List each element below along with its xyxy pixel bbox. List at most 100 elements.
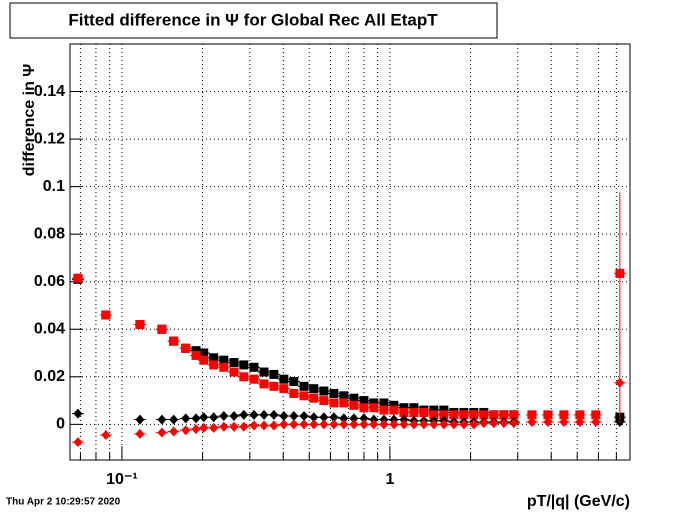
diamond-marker (509, 418, 519, 429)
diamond-marker (169, 426, 179, 437)
diamond-marker (449, 419, 459, 430)
square-marker (575, 410, 585, 420)
square-marker (191, 346, 201, 356)
diamond-marker (199, 412, 209, 423)
square-marker (329, 398, 339, 408)
square-marker (101, 310, 111, 320)
diamond-marker (229, 421, 239, 432)
diamond-marker (135, 414, 145, 425)
square-marker (349, 393, 359, 403)
square-marker (199, 355, 209, 365)
diamond-marker (409, 419, 419, 430)
diamond-marker (135, 428, 145, 439)
square-marker (559, 410, 569, 420)
diamond-marker (191, 413, 201, 424)
diamond-marker (169, 414, 179, 425)
timestamp: Thu Apr 2 10:29:57 2020 (6, 497, 121, 508)
square-marker (399, 403, 409, 413)
diamond-marker (259, 409, 269, 420)
x-tick-label: 1 (385, 471, 394, 488)
diamond-marker (157, 414, 167, 425)
y-tick-label: 0.02 (34, 368, 65, 385)
y-tick-label: 0.04 (34, 320, 65, 337)
square-marker (229, 367, 239, 377)
diamond-marker (181, 413, 191, 424)
diamond-marker (399, 419, 409, 430)
diamond-marker (329, 412, 339, 423)
square-marker (299, 381, 309, 391)
diamond-marker (527, 416, 537, 427)
y-tick-label: 0.06 (34, 273, 65, 290)
diamond-marker (249, 420, 259, 431)
diamond-marker (359, 419, 369, 430)
diamond-marker (299, 411, 309, 422)
diamond-marker (269, 409, 279, 420)
diamond-marker (329, 419, 339, 430)
plot-frame (69, 43, 631, 461)
square-marker (479, 410, 489, 420)
diamond-marker (429, 419, 439, 430)
square-marker (499, 410, 509, 420)
diamond-marker (199, 422, 209, 433)
diamond-marker (309, 412, 319, 423)
square-marker (279, 374, 289, 384)
diamond-marker (157, 427, 167, 438)
diamond-marker (389, 419, 399, 430)
diamond-marker (269, 420, 279, 431)
diamond-marker (219, 411, 229, 422)
diamond-marker (239, 421, 249, 432)
square-marker (169, 336, 179, 346)
square-marker (199, 348, 209, 358)
diamond-marker (279, 419, 289, 430)
diamond-marker (459, 419, 469, 430)
square-marker (509, 410, 519, 420)
square-marker (309, 384, 319, 394)
square-marker (429, 410, 439, 420)
chart-title: Fitted difference in Ψ for Global Rec Al… (68, 10, 438, 29)
diamond-marker (615, 377, 625, 388)
square-marker (359, 396, 369, 406)
diamond-marker (575, 416, 585, 427)
square-marker (339, 398, 349, 408)
square-marker (181, 343, 191, 353)
square-marker (239, 360, 249, 370)
square-marker (157, 324, 167, 334)
diamond-marker (379, 419, 389, 430)
diamond-marker (349, 413, 359, 424)
y-tick-label: 0.14 (34, 83, 65, 100)
diamond-marker (309, 419, 319, 430)
square-marker (73, 273, 83, 283)
diamond-marker (249, 409, 259, 420)
diamond-marker (209, 422, 219, 433)
square-marker (591, 410, 601, 420)
square-marker (615, 268, 625, 278)
square-marker (429, 405, 439, 415)
square-marker (249, 374, 259, 384)
y-tick-label: 0.12 (34, 130, 65, 147)
y-tick-label: 0.08 (34, 225, 65, 242)
square-marker (279, 384, 289, 394)
square-marker (527, 410, 537, 420)
diamond-marker (591, 416, 601, 427)
square-marker (369, 403, 379, 413)
y-axis-label: difference in Ψ (21, 64, 38, 177)
square-marker (269, 381, 279, 391)
square-marker (419, 407, 429, 417)
square-marker (379, 405, 389, 415)
diamond-marker (543, 416, 553, 427)
square-marker (209, 353, 219, 363)
square-marker (469, 410, 479, 420)
square-marker (543, 410, 553, 420)
diamond-marker (101, 430, 111, 441)
square-marker (289, 388, 299, 398)
diamond-marker (181, 425, 191, 436)
y-tick-label: 0.1 (43, 178, 65, 195)
square-marker (249, 362, 259, 372)
square-marker (299, 391, 309, 401)
square-marker (319, 396, 329, 406)
square-marker (439, 405, 449, 415)
diamond-marker (191, 424, 201, 435)
square-marker (339, 391, 349, 401)
square-marker (259, 367, 269, 377)
diamond-marker (209, 412, 219, 423)
